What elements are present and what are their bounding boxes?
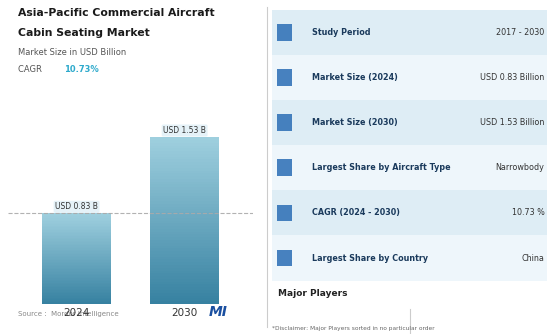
Text: 2017 - 2030: 2017 - 2030 <box>496 28 544 37</box>
Text: Study Period: Study Period <box>311 28 370 37</box>
Text: *Disclaimer: Major Players sorted in no particular order: *Disclaimer: Major Players sorted in no … <box>272 326 435 331</box>
Text: China: China <box>521 254 544 263</box>
Text: Narrowbody: Narrowbody <box>496 163 544 172</box>
Text: USD 0.83 Billion: USD 0.83 Billion <box>480 73 544 82</box>
Text: Largest Share by Aircraft Type: Largest Share by Aircraft Type <box>311 163 450 172</box>
Text: Market Size in USD Billion: Market Size in USD Billion <box>18 48 127 57</box>
Text: Source :  Mordor Intelligence: Source : Mordor Intelligence <box>18 311 119 317</box>
Text: USD 1.53 Billion: USD 1.53 Billion <box>480 118 544 127</box>
Text: 10.73 %: 10.73 % <box>512 208 544 217</box>
Bar <box>277 69 292 86</box>
Text: Cabin Seating Market: Cabin Seating Market <box>18 28 150 38</box>
Bar <box>277 250 292 267</box>
Bar <box>277 24 292 41</box>
Text: Market Size (2024): Market Size (2024) <box>311 73 398 82</box>
Text: CAGR: CAGR <box>18 65 47 74</box>
Text: Major Players: Major Players <box>278 289 348 298</box>
Text: Asia-Pacific Commercial Aircraft: Asia-Pacific Commercial Aircraft <box>18 8 215 18</box>
Text: Largest Share by Country: Largest Share by Country <box>311 254 428 263</box>
Text: MI: MI <box>209 305 228 319</box>
Bar <box>277 204 292 221</box>
Bar <box>277 114 292 131</box>
Text: 10.73%: 10.73% <box>64 65 99 74</box>
Text: Market Size (2030): Market Size (2030) <box>311 118 397 127</box>
Text: CAGR (2024 - 2030): CAGR (2024 - 2030) <box>311 208 399 217</box>
Bar <box>277 160 292 176</box>
